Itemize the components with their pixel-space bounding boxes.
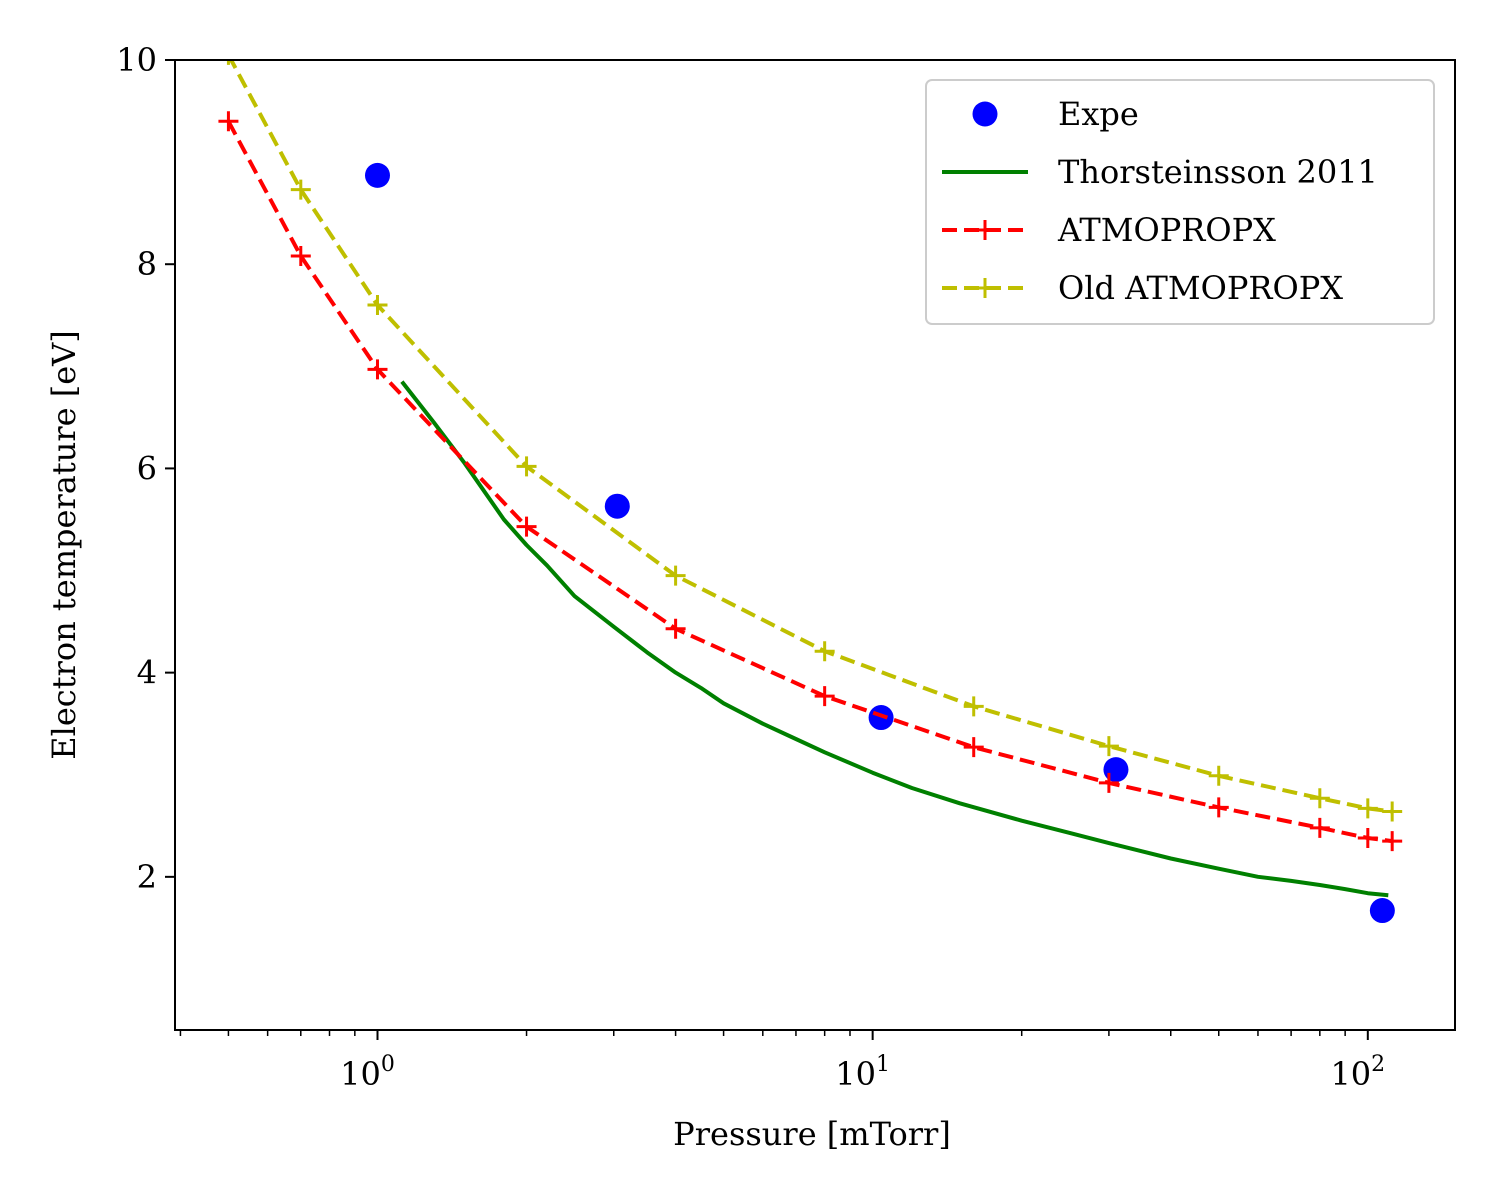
x-tick-label: 100	[340, 1052, 395, 1093]
data-point	[1208, 797, 1229, 818]
data-point	[665, 618, 686, 639]
data-point	[868, 705, 894, 731]
y-tick-label: 4	[137, 654, 157, 692]
legend-item: Thorsteinsson 2011	[942, 153, 1378, 191]
legend: Expe Thorsteinsson 2011 ATMOPROPX Old ATMOP…	[925, 79, 1435, 325]
x-axis: 100 101 102	[179, 1030, 1385, 1093]
data-point	[218, 111, 239, 132]
legend-marker	[975, 220, 995, 240]
data-point	[1098, 736, 1119, 757]
x-tick-label: 101	[835, 1052, 890, 1093]
data-point	[1357, 798, 1378, 819]
series-line	[228, 60, 1393, 814]
series-line	[226, 120, 1393, 844]
series-layer	[218, 60, 1403, 924]
y-axis-label: Electron temperature [eV]	[45, 330, 83, 759]
data-point	[290, 246, 311, 267]
data-point	[290, 179, 311, 200]
data-point	[367, 359, 388, 380]
legend-label: Thorsteinsson 2011	[1058, 153, 1378, 191]
data-point	[665, 565, 686, 586]
data-point	[1357, 828, 1378, 849]
data-point	[814, 686, 835, 707]
legend-label: Expe	[1058, 95, 1139, 133]
legend-item: Expe	[972, 95, 1139, 133]
data-point	[1382, 831, 1403, 852]
data-point	[1369, 898, 1395, 924]
legend-item: Old ATMOPROPX	[942, 269, 1343, 307]
legend-marker	[972, 101, 998, 127]
y-tick-label: 2	[137, 858, 157, 896]
y-tick-label: 6	[137, 449, 157, 487]
data-point	[1103, 757, 1129, 783]
legend-marker	[975, 278, 995, 298]
data-point	[1098, 772, 1119, 793]
data-point	[814, 641, 835, 662]
y-tick-label: 8	[137, 245, 157, 283]
data-point	[1309, 788, 1330, 809]
y-tick-label: 10	[116, 41, 157, 79]
series-old-atmopropx	[226, 60, 1403, 822]
series-atmopropx	[218, 111, 1403, 852]
plot-frame	[174, 59, 1456, 1031]
legend-frame	[925, 79, 1435, 325]
data-point	[516, 456, 537, 477]
legend-label: Old ATMOPROPX	[1058, 269, 1343, 307]
data-point	[604, 493, 630, 519]
data-point	[963, 696, 984, 717]
x-axis-label: Pressure [mTorr]	[673, 1115, 951, 1153]
data-point	[516, 516, 537, 537]
data-point	[1208, 765, 1229, 786]
y-axis: 2 4 6 8 10	[116, 41, 175, 896]
series-expe	[364, 162, 1395, 924]
x-tick-label: 102	[1330, 1052, 1385, 1093]
legend-item: ATMOPROPX	[942, 211, 1276, 249]
data-point	[226, 60, 230, 65]
data-point	[963, 737, 984, 758]
legend-label: ATMOPROPX	[1057, 211, 1276, 249]
data-point	[1382, 801, 1403, 822]
series-line	[400, 380, 1389, 898]
data-point	[367, 295, 388, 316]
data-point	[364, 162, 390, 188]
series-thorsteinsson-2011	[400, 380, 1389, 898]
data-point	[1309, 817, 1330, 838]
